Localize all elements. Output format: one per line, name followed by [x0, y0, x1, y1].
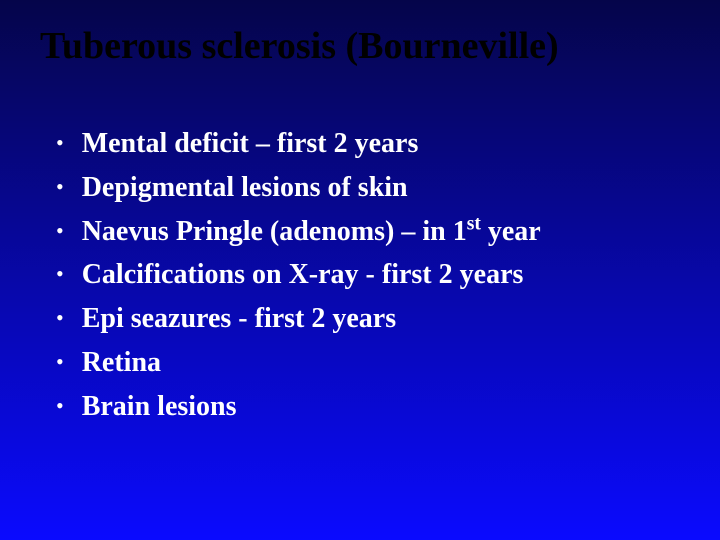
list-item: • Mental deficit – first 2 years [56, 124, 688, 164]
bullet-text: Mental deficit – first 2 years [82, 124, 419, 164]
slide-container: Tuberous sclerosis (Bourneville) • Menta… [0, 0, 720, 540]
slide-title: Tuberous sclerosis (Bourneville) [40, 24, 688, 68]
bullet-text: Retina [82, 343, 161, 383]
bullet-list: • Mental deficit – first 2 years • Depig… [32, 124, 688, 426]
bullet-icon: • [56, 307, 64, 329]
bullet-text: Brain lesions [82, 387, 237, 427]
bullet-icon: • [56, 263, 64, 285]
bullet-icon: • [56, 351, 64, 373]
bullet-icon: • [56, 220, 64, 242]
bullet-icon: • [56, 176, 64, 198]
list-item: • Naevus Pringle (adenoms) – in 1st year [56, 212, 688, 252]
bullet-icon: • [56, 395, 64, 417]
list-item: • Calcifications on X-ray - first 2 year… [56, 255, 688, 295]
bullet-icon: • [56, 132, 64, 154]
list-item: • Epi seazures - first 2 years [56, 299, 688, 339]
bullet-text: Naevus Pringle (adenoms) – in 1st year [82, 212, 541, 252]
list-item: • Retina [56, 343, 688, 383]
bullet-text: Depigmental lesions of skin [82, 168, 408, 208]
bullet-text: Calcifications on X-ray - first 2 years [82, 255, 524, 295]
list-item: • Depigmental lesions of skin [56, 168, 688, 208]
bullet-text: Epi seazures - first 2 years [82, 299, 396, 339]
list-item: • Brain lesions [56, 387, 688, 427]
